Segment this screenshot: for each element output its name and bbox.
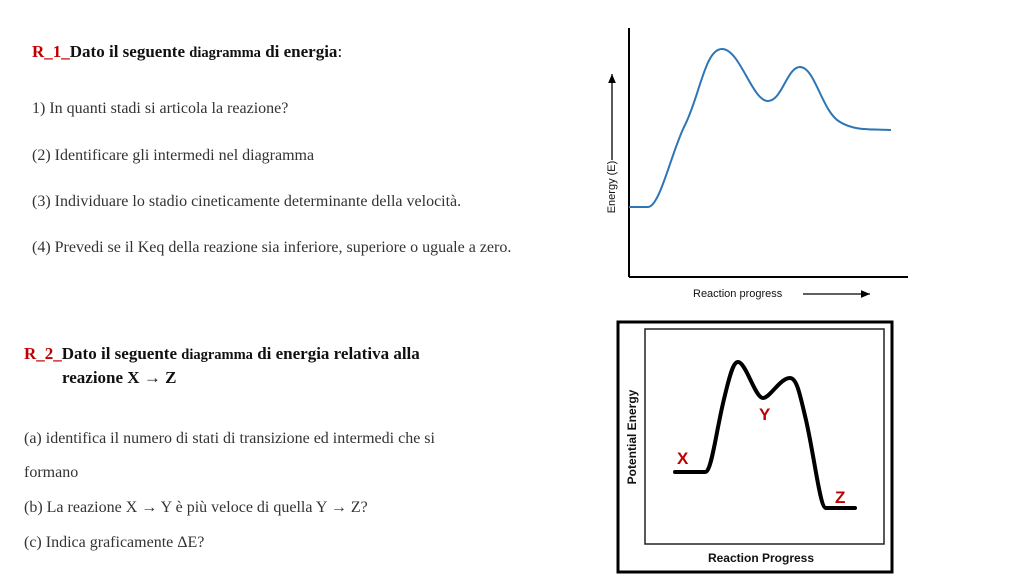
r2-question-a: (a) identifica il numero di stati di tra…	[24, 430, 435, 447]
r1-title-d: :	[337, 42, 343, 61]
energy-curve	[673, 360, 857, 510]
r2-question-c: (c) Indica graficamente ΔE?	[24, 534, 205, 551]
r2-title-b: diagramma	[181, 347, 253, 363]
y-axis-label: Potential Energy	[625, 389, 639, 484]
outer-frame	[616, 320, 894, 574]
r1-title-c: di energia	[260, 42, 338, 61]
r2-title-a: Dato il seguente	[61, 344, 182, 363]
r1-question-1: 1) In quanti stadi si articola la reazio…	[32, 100, 289, 117]
r2-question-a-cont: formano	[24, 464, 79, 481]
x-axis-label: Reaction Progress	[708, 551, 814, 565]
r1-question-3: (3) Individuare lo stadio cineticamente …	[32, 193, 462, 210]
plot-frame	[644, 328, 885, 545]
r1-title: R_1_Dato il seguente diagramma di energi…	[32, 42, 342, 62]
label-z: Z	[835, 488, 845, 507]
energy-diagram-1: Energy (E) Reaction progress	[606, 28, 908, 300]
energy-diagram-2: X Y Z Potential Energy Reaction Progress	[616, 320, 894, 574]
y-axis-label: Energy (E)	[606, 161, 618, 214]
r2-title: R_2_Dato il seguente diagramma di energi…	[24, 344, 420, 364]
r1-title-a: Dato il seguente	[69, 42, 190, 61]
r1-title-b: diagramma	[189, 45, 261, 61]
r1-code: R_1_	[32, 42, 70, 61]
label-y: Y	[759, 405, 771, 424]
label-x: X	[677, 449, 689, 468]
r1-question-4: (4) Prevedi se il Keq della reazione sia…	[32, 239, 512, 256]
r2-title-c: di energia relativa alla	[252, 344, 420, 363]
r2-title-line2: reazione X → Z	[62, 368, 177, 387]
r2-code: R_2_	[24, 344, 62, 363]
energy-curve	[629, 47, 892, 208]
x-axis-label: Reaction progress	[693, 288, 783, 300]
r1-question-2: (2) Identificare gli intermedi nel diagr…	[32, 147, 315, 164]
r2-question-b: (b) La reazione X → Y è più veloce di qu…	[24, 499, 368, 516]
